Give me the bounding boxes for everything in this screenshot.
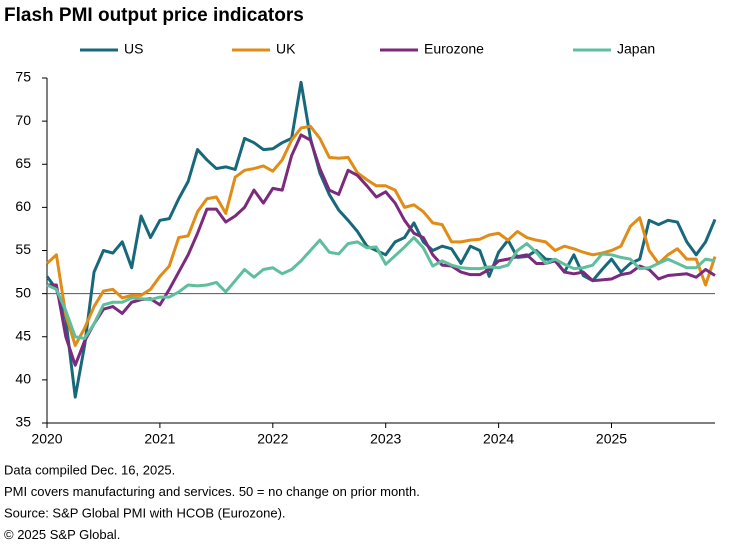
y-tick-label: 65	[15, 155, 31, 171]
series-line	[46, 236, 716, 340]
legend-label: UK	[276, 41, 296, 57]
x-tick-label: 2025	[596, 431, 627, 447]
y-tick-label: 70	[15, 112, 31, 128]
x-tick-label: 2024	[483, 431, 514, 447]
chart-title: Flash PMI output price indicators	[4, 5, 304, 26]
x-tick-label: 2021	[144, 431, 175, 447]
legend-label: US	[124, 41, 143, 57]
legend-label: Japan	[617, 41, 655, 57]
x-tick-label: 2020	[31, 431, 62, 447]
y-tick-label: 50	[15, 284, 31, 300]
y-tick-label: 45	[15, 327, 31, 343]
x-tick-label: 2022	[257, 431, 288, 447]
footnote: Data compiled Dec. 16, 2025.	[4, 462, 175, 477]
series-line	[45, 80, 717, 399]
series-line	[45, 124, 717, 347]
legend-label: Eurozone	[424, 41, 484, 57]
y-tick-label: 60	[15, 198, 31, 214]
y-tick-label: 75	[15, 69, 31, 85]
footnote: Source: S&P Global PMI with HCOB (Eurozo…	[4, 505, 286, 520]
y-tick-label: 40	[15, 371, 31, 387]
y-tick-label: 55	[15, 241, 31, 257]
footnote: © 2025 S&P Global.	[4, 527, 120, 542]
footnote: PMI covers manufacturing and services. 5…	[4, 484, 420, 499]
y-tick-label: 35	[15, 414, 31, 430]
x-tick-label: 2023	[370, 431, 401, 447]
series-line	[47, 133, 716, 367]
